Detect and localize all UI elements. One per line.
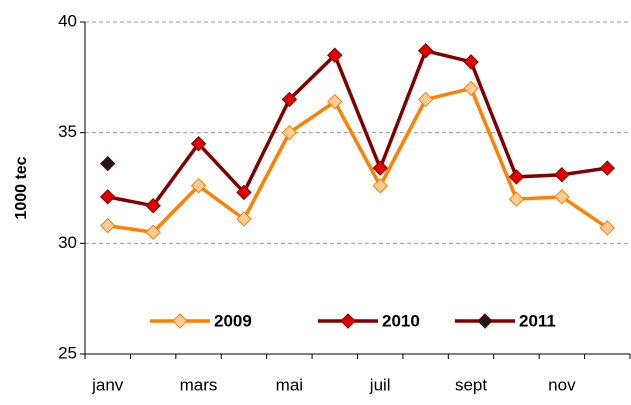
legend-label: 2009: [214, 311, 252, 330]
data-point: [236, 211, 252, 227]
data-point: [281, 91, 298, 108]
series-line: [107, 48, 608, 208]
series-line: [107, 86, 609, 235]
x-tick-label: sept: [455, 375, 487, 394]
data-point: [100, 217, 116, 234]
data-point: [372, 178, 388, 194]
data-point: [463, 54, 479, 70]
data-point: [508, 191, 525, 207]
data-point: [554, 189, 570, 205]
x-tick-label: mars: [180, 375, 218, 394]
data-point: [417, 91, 434, 108]
data-point: [190, 178, 207, 194]
data-point: [372, 160, 388, 176]
y-tick-label: 35: [58, 122, 77, 141]
data-point: [190, 136, 207, 152]
data-point: [327, 47, 343, 63]
data-point: [417, 43, 434, 59]
data-point: [599, 220, 615, 236]
data-point: [100, 189, 116, 205]
y-tick-label: 30: [58, 233, 77, 252]
x-tick-label: nov: [548, 375, 576, 394]
x-tick-label: juil: [369, 375, 391, 394]
data-point: [145, 224, 161, 240]
legend-marker: [340, 313, 356, 329]
data-point: [145, 197, 161, 214]
data-point: [281, 124, 298, 141]
x-tick-label: janv: [91, 375, 124, 394]
legend-label: 2011: [519, 311, 556, 330]
y-tick-label: 40: [58, 11, 77, 30]
legend-marker: [477, 313, 493, 329]
x-tick-label: mai: [276, 375, 303, 394]
data-point: [100, 155, 116, 172]
y-axis-title: 1000 tec: [13, 156, 30, 219]
data-point: [463, 80, 479, 97]
legend-label: 2010: [382, 311, 420, 330]
data-point: [327, 93, 343, 110]
data-point: [508, 169, 525, 185]
data-point: [236, 184, 252, 201]
data-point: [599, 160, 615, 176]
data-point: [554, 167, 570, 183]
legend-marker: [172, 313, 188, 329]
y-tick-label: 25: [58, 343, 77, 362]
